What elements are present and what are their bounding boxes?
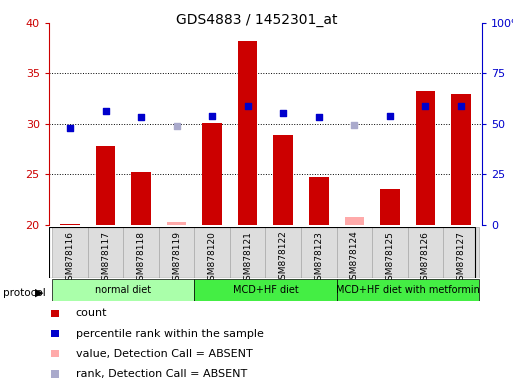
Bar <box>416 91 435 225</box>
Bar <box>52 227 88 278</box>
Text: GSM878119: GSM878119 <box>172 231 181 286</box>
Text: normal diet: normal diet <box>95 285 151 295</box>
Text: GSM878123: GSM878123 <box>314 231 323 286</box>
Bar <box>167 222 186 225</box>
Point <box>66 125 74 131</box>
Text: GSM878116: GSM878116 <box>66 231 74 286</box>
Bar <box>203 123 222 225</box>
Text: MCD+HF diet with metformin: MCD+HF diet with metformin <box>336 285 480 295</box>
Text: value, Detection Call = ABSENT: value, Detection Call = ABSENT <box>75 349 252 359</box>
Bar <box>61 223 80 225</box>
Point <box>314 114 323 120</box>
Point <box>51 310 59 316</box>
Text: ▶: ▶ <box>35 288 44 298</box>
Point <box>421 103 429 109</box>
Bar <box>337 279 479 301</box>
Text: GSM878127: GSM878127 <box>457 231 465 286</box>
Text: GDS4883 / 1452301_at: GDS4883 / 1452301_at <box>176 13 337 27</box>
Text: rank, Detection Call = ABSENT: rank, Detection Call = ABSENT <box>75 369 247 379</box>
Bar <box>194 279 337 301</box>
Bar <box>408 227 443 278</box>
Bar <box>131 172 151 225</box>
Bar <box>345 217 364 225</box>
Point <box>386 113 394 119</box>
Point <box>51 331 59 337</box>
Point <box>244 103 252 109</box>
Text: GSM878126: GSM878126 <box>421 231 430 286</box>
Bar <box>52 279 194 301</box>
Point <box>457 103 465 109</box>
Bar <box>194 227 230 278</box>
Point <box>279 110 287 116</box>
Point <box>102 108 110 114</box>
Text: GSM878125: GSM878125 <box>385 231 394 286</box>
Bar <box>266 227 301 278</box>
Point <box>51 371 59 377</box>
Bar <box>123 227 159 278</box>
Bar <box>301 227 337 278</box>
Bar <box>372 227 408 278</box>
Point <box>51 351 59 357</box>
Text: GSM878117: GSM878117 <box>101 231 110 286</box>
Text: count: count <box>75 308 107 318</box>
Bar <box>238 41 258 225</box>
Point <box>208 113 216 119</box>
Point <box>137 114 145 120</box>
Bar <box>443 227 479 278</box>
Point <box>172 123 181 129</box>
Text: GSM878122: GSM878122 <box>279 231 288 285</box>
Text: GSM878120: GSM878120 <box>208 231 216 286</box>
Text: protocol: protocol <box>3 288 45 298</box>
Point <box>350 122 359 128</box>
Bar <box>230 227 266 278</box>
Bar <box>273 135 293 225</box>
Text: percentile rank within the sample: percentile rank within the sample <box>75 329 264 339</box>
Bar <box>96 146 115 225</box>
Bar <box>309 177 328 225</box>
Bar <box>159 227 194 278</box>
Bar <box>337 227 372 278</box>
Text: GSM878124: GSM878124 <box>350 231 359 285</box>
Text: GSM878118: GSM878118 <box>136 231 146 286</box>
Bar <box>451 94 470 225</box>
Bar <box>380 189 400 225</box>
Text: MCD+HF diet: MCD+HF diet <box>232 285 299 295</box>
Bar <box>88 227 123 278</box>
Text: GSM878121: GSM878121 <box>243 231 252 286</box>
